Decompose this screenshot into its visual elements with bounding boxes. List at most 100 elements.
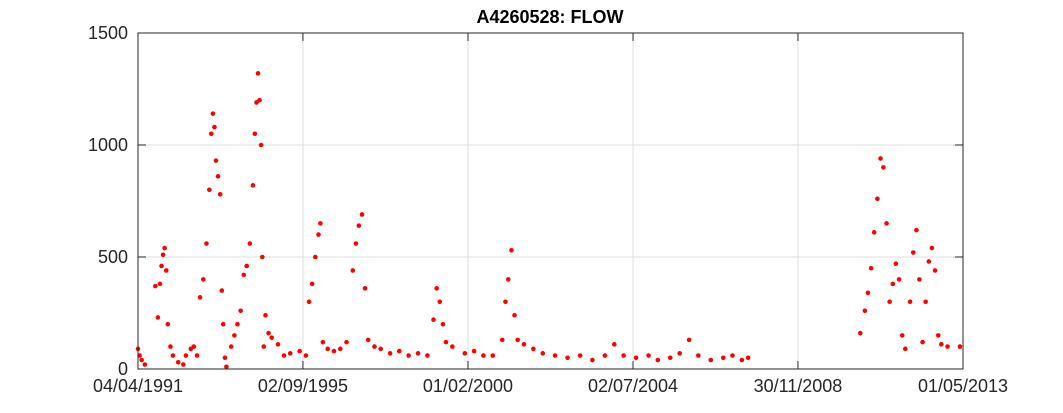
data-point <box>200 277 206 282</box>
data-point <box>939 342 944 347</box>
data-point <box>902 346 908 352</box>
data-point <box>287 351 293 356</box>
y-tick-label: 500 <box>98 247 128 267</box>
data-point <box>893 261 899 267</box>
data-point <box>152 283 158 289</box>
data-point <box>325 346 330 352</box>
data-point <box>602 353 608 358</box>
data-point <box>269 335 275 340</box>
data-point <box>611 342 617 347</box>
data-point <box>862 308 868 314</box>
data-point <box>490 353 496 358</box>
data-point <box>212 124 217 130</box>
data-point <box>160 252 166 258</box>
data-point <box>183 353 189 358</box>
data-point <box>362 286 368 291</box>
data-point <box>397 348 402 354</box>
data-point <box>157 281 163 287</box>
data-point <box>932 268 938 273</box>
data-point <box>222 355 228 361</box>
y-tick-labels: 0 500 1000 1500 <box>88 23 128 379</box>
data-point <box>481 353 486 358</box>
data-point <box>899 333 905 338</box>
y-tick-label: 0 <box>118 359 128 379</box>
data-point <box>907 299 913 305</box>
data-point <box>440 321 446 327</box>
data-point <box>590 357 595 363</box>
data-point <box>275 342 281 347</box>
y-tick-label: 1000 <box>88 135 128 155</box>
data-point <box>303 353 309 358</box>
data-point <box>372 344 377 349</box>
data-point <box>224 364 229 370</box>
data-point <box>353 241 359 246</box>
data-point <box>331 348 337 354</box>
chart-title: A4260528: FLOW <box>476 7 623 27</box>
data-point <box>359 212 365 217</box>
data-point <box>281 353 287 358</box>
data-point <box>434 286 439 291</box>
data-point <box>207 187 212 193</box>
data-point <box>215 174 221 179</box>
data-point <box>217 191 223 197</box>
y-tick-label: 1500 <box>88 23 128 43</box>
data-point <box>191 344 197 349</box>
data-point <box>935 333 941 338</box>
data-point <box>266 330 271 336</box>
data-point <box>168 344 173 349</box>
data-point <box>344 339 349 345</box>
data-point <box>165 321 171 327</box>
data-point <box>431 317 436 323</box>
data-point <box>235 321 240 327</box>
axes-background <box>138 33 963 369</box>
data-point <box>875 196 880 202</box>
data-point <box>667 355 673 361</box>
tick-marks <box>137 32 964 370</box>
x-tick-label: 02/07/2004 <box>588 376 678 396</box>
data-point <box>415 351 421 356</box>
data-point <box>350 268 356 273</box>
data-point <box>142 362 148 367</box>
data-point <box>260 254 265 260</box>
data-point <box>505 277 511 282</box>
data-point <box>261 344 267 349</box>
data-point <box>247 241 253 246</box>
data-point <box>923 299 928 305</box>
data-point <box>884 221 889 226</box>
data-point <box>437 299 443 305</box>
data-point <box>252 131 258 137</box>
data-point <box>378 346 384 352</box>
data-point <box>406 353 411 358</box>
data-point <box>443 339 449 345</box>
data-point <box>515 337 521 343</box>
data-point <box>318 221 323 226</box>
data-point <box>910 250 916 255</box>
data-point <box>139 357 144 363</box>
data-point <box>499 337 505 343</box>
data-point <box>730 353 735 358</box>
data-point <box>425 353 430 358</box>
data-point <box>677 351 682 356</box>
data-point <box>263 312 268 318</box>
data-point <box>213 158 219 163</box>
data-point <box>646 353 651 358</box>
data-point <box>881 165 886 170</box>
data-point <box>552 353 558 358</box>
data-point <box>920 339 925 345</box>
data-point <box>857 330 863 336</box>
data-point <box>896 277 902 282</box>
data-point <box>244 263 249 269</box>
data-point <box>929 245 935 251</box>
data-point <box>708 357 714 363</box>
data-point <box>219 288 225 293</box>
data-point <box>170 353 176 358</box>
data-point <box>565 355 570 361</box>
data-point <box>509 247 514 253</box>
data-point <box>890 281 896 287</box>
data-point <box>365 337 371 343</box>
x-tick-labels: 04/04/1991 02/09/1995 01/02/2000 02/07/2004… <box>93 376 1008 396</box>
data-point <box>462 351 468 356</box>
data-points <box>135 71 963 370</box>
